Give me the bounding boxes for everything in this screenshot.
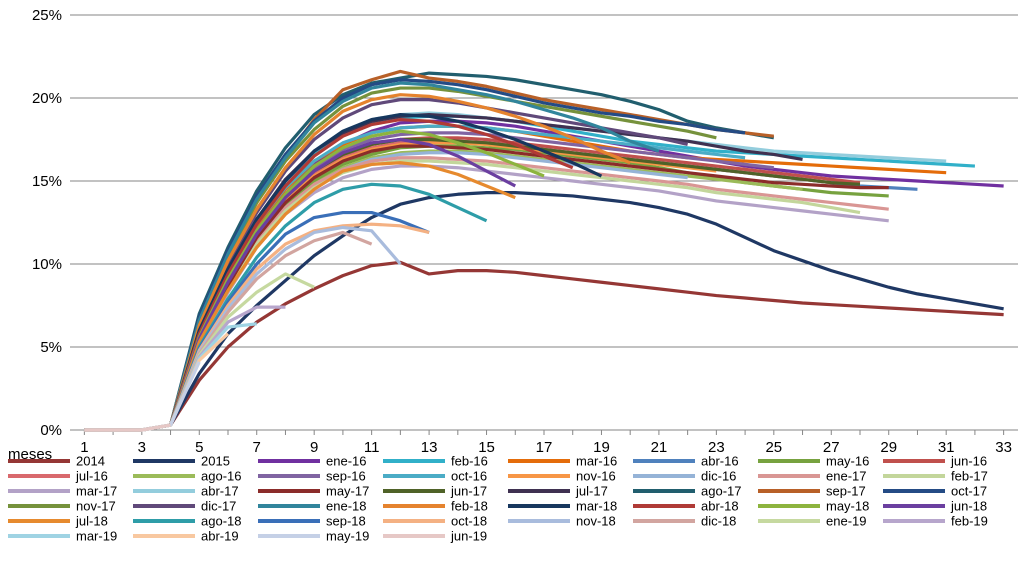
- x-tick-label: 9: [310, 439, 318, 456]
- legend-label: jun-18: [950, 499, 987, 514]
- legend-label: dic-16: [701, 469, 736, 484]
- legend-label: oct-16: [451, 469, 487, 484]
- y-tick-label: 0%: [40, 422, 62, 439]
- legend-label: abr-16: [701, 454, 739, 469]
- x-tick-label: 13: [421, 439, 438, 456]
- x-tick-label: 33: [995, 439, 1012, 456]
- legend-label: abr-17: [201, 484, 239, 499]
- series-line-jun-18: [84, 137, 517, 432]
- y-tick-label: 5%: [40, 339, 62, 356]
- legend-label: ago-18: [201, 514, 241, 529]
- legend-label: ene-17: [826, 469, 866, 484]
- legend-label: feb-16: [451, 454, 488, 469]
- legend-label: mar-16: [576, 454, 617, 469]
- legend-label: may-17: [326, 484, 369, 499]
- x-tick-label: 15: [478, 439, 495, 456]
- legend-label: oct-17: [951, 484, 987, 499]
- legend-label: ago-16: [201, 469, 241, 484]
- series-line-feb-17: [84, 159, 861, 432]
- legend-label: nov-17: [76, 499, 116, 514]
- x-axis-ticks: 1 3 5 7 9 11 13 15 17 19 21 23 25 27 29 31 33: [80, 439, 1012, 456]
- y-tick-label: 10%: [32, 256, 62, 273]
- legend-label: jun-17: [450, 484, 487, 499]
- series-line-mar-19: [84, 322, 257, 432]
- y-tick-label: 15%: [32, 173, 62, 190]
- grid-lines: [70, 14, 1018, 435]
- series-line-may-16: [84, 144, 889, 432]
- legend-label: sep-18: [326, 514, 366, 529]
- legend-label: mar-18: [576, 499, 617, 514]
- legend-label: feb-19: [951, 514, 988, 529]
- legend-label: ago-17: [701, 484, 741, 499]
- x-tick-label: 29: [880, 439, 897, 456]
- x-tick-label: 3: [138, 439, 146, 456]
- legend-label: ene-16: [326, 454, 366, 469]
- x-tick-label: 7: [253, 439, 261, 456]
- y-tick-label: 25%: [32, 7, 62, 24]
- legend-label: jun-16: [950, 454, 987, 469]
- legend-label: ene-18: [326, 499, 366, 514]
- x-tick-label: 27: [823, 439, 840, 456]
- legend-label: may-19: [326, 529, 369, 544]
- series-line-2014: [84, 260, 1004, 432]
- legend-label: jul-17: [575, 484, 608, 499]
- legend-label: jul-18: [75, 514, 108, 529]
- x-axis-label: meses: [8, 446, 52, 463]
- legend-label: feb-17: [951, 469, 988, 484]
- y-axis-ticks: 0% 5% 10% 15% 20% 25%: [32, 7, 62, 439]
- legend-label: abr-19: [201, 529, 239, 544]
- legend-label: jun-19: [450, 529, 487, 544]
- legend-label: jul-16: [75, 469, 108, 484]
- legend-label: nov-16: [576, 469, 616, 484]
- x-tick-label: 31: [938, 439, 955, 456]
- x-tick-label: 5: [195, 439, 203, 456]
- legend-label: may-18: [826, 499, 869, 514]
- series-lines: [84, 69, 1004, 432]
- series-line-may-19: [84, 361, 201, 432]
- x-tick-label: 23: [708, 439, 725, 456]
- x-tick-label: 25: [765, 439, 782, 456]
- legend-label: abr-18: [701, 499, 739, 514]
- series-line-2015: [84, 191, 1004, 432]
- x-tick-label: 19: [593, 439, 610, 456]
- series-line-dic-16: [84, 151, 688, 432]
- legend-label: oct-18: [451, 514, 487, 529]
- legend-label: dic-18: [701, 514, 736, 529]
- x-tick-label: 11: [364, 439, 380, 456]
- x-tick-label: 21: [651, 439, 668, 456]
- legend-label: mar-19: [76, 529, 117, 544]
- legend-label: sep-16: [326, 469, 366, 484]
- legend-label: sep-17: [826, 484, 866, 499]
- legend-label: dic-17: [201, 499, 236, 514]
- x-tick-label: 17: [536, 439, 553, 456]
- legend-label: mar-17: [76, 484, 117, 499]
- y-tick-label: 20%: [32, 90, 62, 107]
- legend-label: nov-18: [576, 514, 616, 529]
- x-tick-label: 1: [80, 439, 88, 456]
- series-line-jun-19: [84, 423, 171, 432]
- legend-label: 2015: [201, 454, 230, 469]
- legend-label: ene-19: [826, 514, 866, 529]
- legend-label: may-16: [826, 454, 869, 469]
- legend-label: feb-18: [451, 499, 488, 514]
- series-line-may-17: [84, 144, 889, 432]
- legend-label: 2014: [76, 454, 105, 469]
- legend: 2014 2015 ene-16 feb-16 mar-16 abr-16 may-16 ju…: [8, 454, 988, 544]
